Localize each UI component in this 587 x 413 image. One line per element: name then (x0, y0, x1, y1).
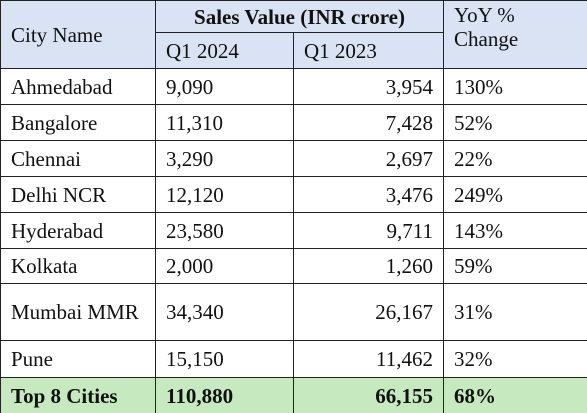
table-cell: 26,167 (293, 283, 444, 341)
table-cell: 66,155 (293, 377, 444, 413)
header-row: Q1 2024 Q1 2023 (1, 32, 587, 69)
table-cell: Top 8 Cities (0, 377, 156, 413)
table-cell: 9,711 (293, 212, 444, 249)
table-cell: Bangalore (0, 104, 156, 141)
header-cell: Q1 2024 (155, 32, 294, 69)
table-cell: 2,697 (293, 140, 444, 177)
table-row: Pune 15,150 11,462 32% (0, 340, 587, 378)
table-cell: 7,428 (293, 104, 444, 141)
table-cell: 3,476 (293, 176, 444, 213)
table-cell: 22% (443, 140, 587, 177)
table-cell: 9,090 (155, 68, 294, 105)
table-cell: 23,580 (155, 212, 294, 249)
table-cell: 11,462 (293, 340, 444, 378)
table-cell: 34,340 (155, 283, 294, 341)
table-cell: Hyderabad (0, 212, 156, 249)
header-cell: YoY % Change (443, 0, 587, 69)
table-row: Chennai 3,290 2,697 22% (0, 140, 587, 177)
table-row: Kolkata 2,000 1,260 59% (0, 248, 587, 284)
table-cell: 1,260 (293, 248, 444, 284)
table-cell: 130% (443, 68, 587, 105)
table-cell: 11,310 (155, 104, 294, 141)
table-cell: Delhi NCR (0, 176, 156, 213)
table-row: Hyderabad 23,580 9,711 143% (0, 212, 587, 249)
table-cell: Ahmedabad (0, 68, 156, 105)
table-cell: 59% (443, 248, 587, 284)
header-cell: City Name (0, 0, 156, 69)
table-row: Mumbai MMR 34,340 26,167 31% (0, 283, 587, 341)
table-body: Ahmedabad 9,090 3,954 130% Bangalore 11,310 7,… (0, 68, 587, 413)
table-row: Ahmedabad 9,090 3,954 130% (0, 68, 587, 105)
table-row: Top 8 Cities 110,880 66,155 68% (0, 377, 587, 413)
table-cell: Mumbai MMR (0, 283, 156, 341)
table-row: Delhi NCR 12,120 3,476 249% (0, 176, 587, 213)
table-cell: 249% (443, 176, 587, 213)
table-cell: 3,954 (293, 68, 444, 105)
table-cell: Chennai (0, 140, 156, 177)
table-cell: Pune (0, 340, 156, 378)
table-cell: 15,150 (155, 340, 294, 378)
table-cell: 52% (443, 104, 587, 141)
table-cell: Kolkata (0, 248, 156, 284)
table-cell: 12,120 (155, 176, 294, 213)
header-cell: Q1 2023 (293, 32, 444, 69)
table-cell: 3,290 (155, 140, 294, 177)
table-cell: 31% (443, 283, 587, 341)
header-row: City Name Sales Value (INR crore) YoY % … (0, 0, 587, 69)
header-cell: Sales Value (INR crore) (155, 0, 444, 33)
header-text: YoY % Change (454, 3, 519, 51)
table-cell: 2,000 (155, 248, 294, 284)
table-cell: 68% (443, 377, 587, 413)
table-cell: 32% (443, 340, 587, 378)
table-cell: 143% (443, 212, 587, 249)
table-cell: 110,880 (155, 377, 294, 413)
table-row: Bangalore 11,310 7,428 52% (0, 104, 587, 141)
